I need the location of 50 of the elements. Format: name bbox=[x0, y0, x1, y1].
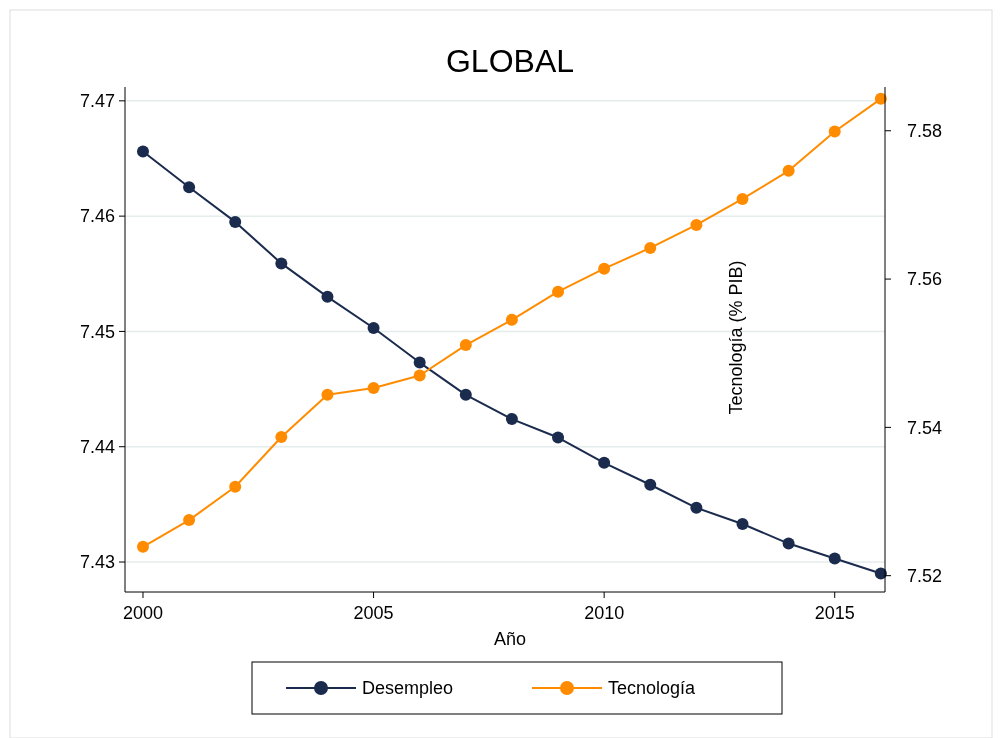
point bbox=[644, 241, 657, 254]
y2-tick-label: 7.54 bbox=[907, 417, 943, 438]
y-tick-label: 7.46 bbox=[79, 206, 115, 227]
y2-tick-label: 7.56 bbox=[907, 269, 943, 290]
point bbox=[690, 501, 703, 514]
point bbox=[644, 478, 657, 491]
point bbox=[782, 537, 795, 550]
point bbox=[136, 540, 149, 553]
point bbox=[275, 257, 288, 270]
point bbox=[413, 356, 426, 369]
point bbox=[505, 413, 518, 426]
point bbox=[736, 192, 749, 205]
point bbox=[828, 552, 841, 565]
point bbox=[229, 480, 242, 493]
point bbox=[459, 388, 472, 401]
point bbox=[275, 431, 288, 444]
point bbox=[552, 431, 565, 444]
x-tick-label: 2000 bbox=[122, 603, 164, 623]
x-tick-label: 2015 bbox=[814, 603, 855, 623]
y-tick-label: 7.47 bbox=[79, 91, 115, 112]
y2-tick-label: 7.52 bbox=[907, 565, 943, 586]
y-tick-label: 7.44 bbox=[79, 437, 115, 458]
y-tick-label: 7.45 bbox=[79, 321, 115, 342]
point bbox=[321, 290, 334, 303]
x-axis-title: Año bbox=[493, 629, 527, 649]
point bbox=[598, 456, 611, 469]
legend-label: Tecnología bbox=[608, 678, 697, 699]
legend-label: Desempleo bbox=[362, 678, 454, 699]
point bbox=[828, 125, 841, 138]
point bbox=[136, 145, 149, 158]
point bbox=[229, 215, 242, 228]
point bbox=[413, 369, 426, 382]
point bbox=[736, 517, 749, 530]
y-tick-label: 7.43 bbox=[79, 552, 115, 573]
point bbox=[505, 313, 518, 326]
point bbox=[690, 218, 703, 231]
point bbox=[183, 181, 196, 194]
y2-axis-title: Tecnología (% PIB) bbox=[726, 260, 746, 415]
point bbox=[598, 262, 611, 275]
x-tick-label: 2010 bbox=[584, 603, 625, 623]
x-tick-label: 2005 bbox=[353, 603, 394, 623]
point bbox=[367, 321, 380, 334]
point bbox=[183, 514, 196, 527]
point bbox=[321, 388, 334, 401]
chart-title: GLOBAL bbox=[445, 43, 575, 79]
point bbox=[459, 339, 472, 352]
point bbox=[552, 285, 565, 298]
point bbox=[367, 382, 380, 395]
point bbox=[782, 164, 795, 177]
y2-tick-label: 7.58 bbox=[907, 121, 943, 142]
